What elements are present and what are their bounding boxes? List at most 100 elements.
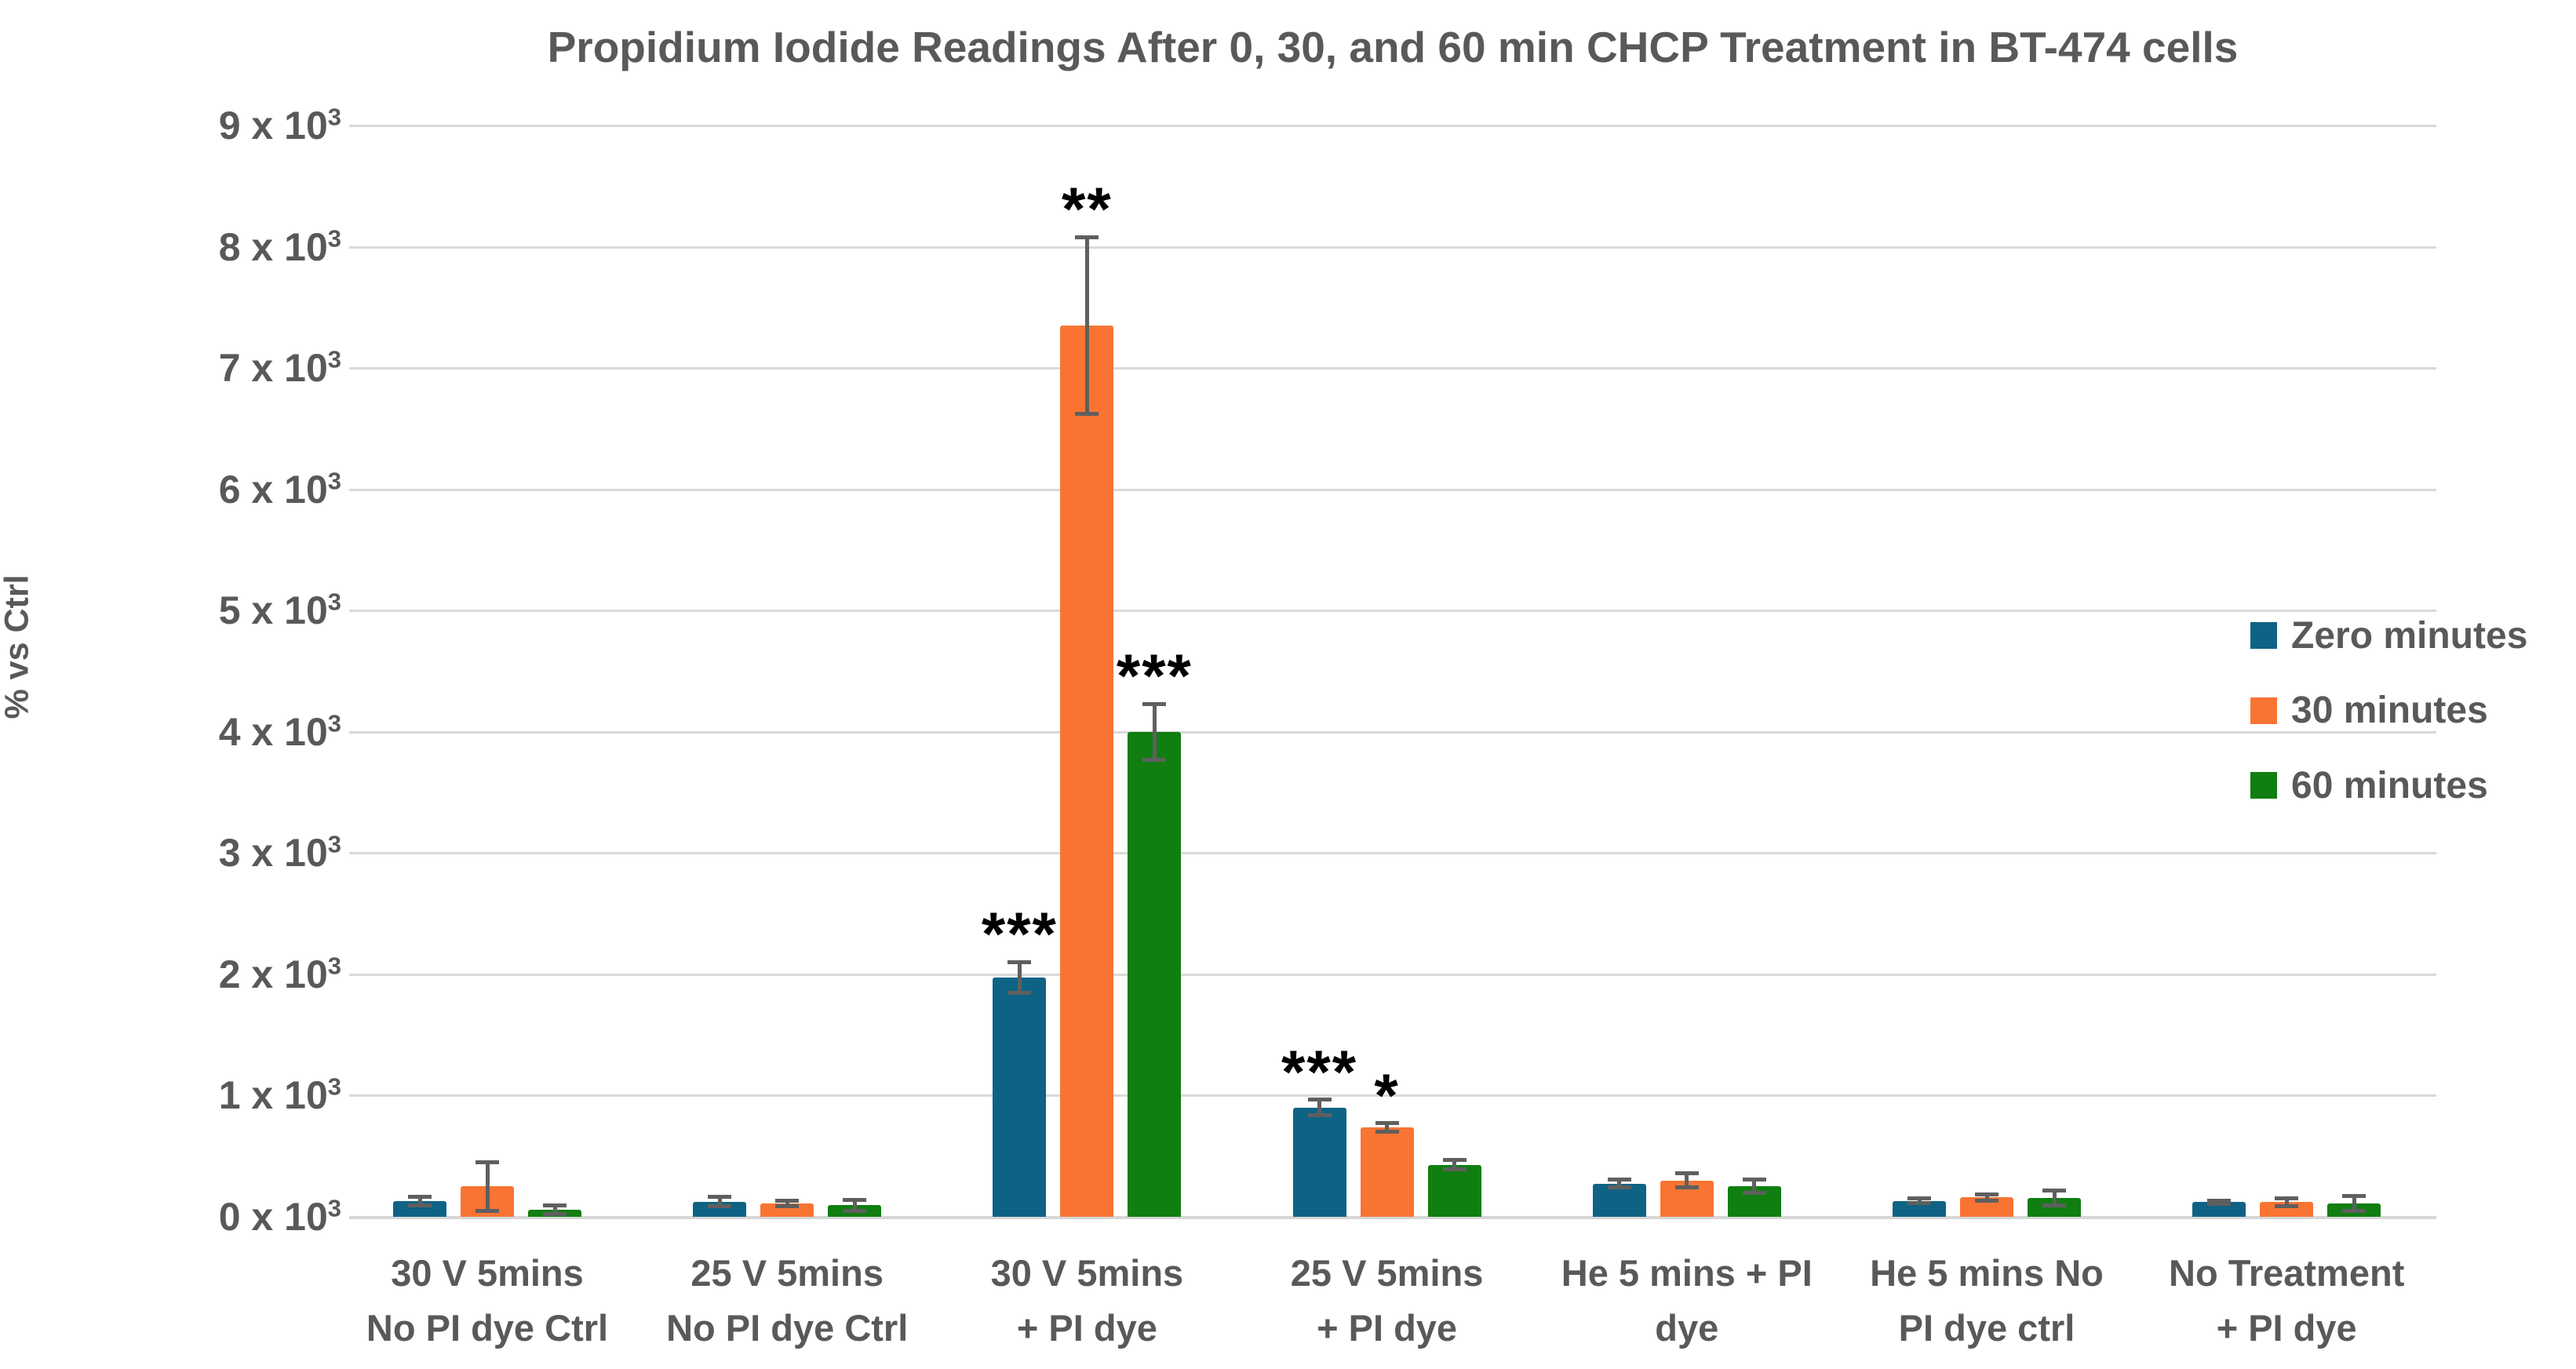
x-category-label-line: 30 V 5mins bbox=[990, 1252, 1184, 1294]
x-category-label: No Treatment + PI dye bbox=[2169, 1246, 2404, 1356]
error-bar-cap bbox=[708, 1204, 732, 1209]
error-bar bbox=[852, 1200, 857, 1211]
error-bar-cap bbox=[1075, 235, 1099, 239]
legend-item-60-minutes: 60 minutes bbox=[2250, 764, 2488, 806]
y-axis-title: % vs Ctrl bbox=[0, 574, 36, 719]
error-bar-cap bbox=[1674, 1185, 1699, 1190]
error-bar-cap bbox=[1307, 1098, 1332, 1102]
error-bar-cap bbox=[1007, 959, 1032, 964]
bar-30-minutes-g2 bbox=[760, 1203, 814, 1217]
error-bar bbox=[1617, 1179, 1622, 1188]
error-bar bbox=[2352, 1196, 2356, 1211]
significance-stars: ** bbox=[1062, 174, 1113, 244]
bar-zero-minutes-g3 bbox=[993, 977, 1047, 1217]
error-bar-cap bbox=[2207, 1202, 2232, 1207]
legend-item-30-minutes: 30 minutes bbox=[2250, 690, 2488, 731]
significance-stars: * bbox=[1374, 1060, 1400, 1130]
y-tick-exponent: 3 bbox=[327, 224, 341, 252]
bar-30-minutes-g4 bbox=[1360, 1127, 1414, 1217]
error-bar-cap bbox=[1442, 1157, 1467, 1162]
plot-area: *** ** *** *** * bbox=[349, 125, 2436, 1219]
bar-60-minutes-g3 bbox=[1128, 731, 1182, 1217]
error-bar bbox=[485, 1162, 490, 1211]
error-bar-cap bbox=[1907, 1201, 1931, 1206]
error-bar-cap bbox=[1607, 1185, 1631, 1189]
error-bar bbox=[1084, 237, 1089, 414]
x-axis-line bbox=[349, 1216, 2436, 1219]
y-tick-label: 5 x 103 bbox=[218, 588, 341, 633]
error-bar-cap bbox=[775, 1204, 800, 1209]
error-bar bbox=[717, 1196, 722, 1207]
significance-stars: *** bbox=[1281, 1036, 1358, 1106]
error-bar-cap bbox=[2042, 1189, 2066, 1193]
x-category-label-line: 25 V 5mins bbox=[1290, 1252, 1484, 1294]
x-category-label-line: He 5 mins No bbox=[1870, 1252, 2104, 1294]
gridline bbox=[349, 730, 2436, 734]
error-bar-cap bbox=[843, 1208, 867, 1213]
x-category-label: 25 V 5mins + PI dye bbox=[1291, 1246, 1484, 1356]
error-bar-cap bbox=[1075, 412, 1099, 417]
error-bar bbox=[552, 1205, 557, 1214]
significance-stars: *** bbox=[1116, 641, 1193, 711]
x-category-label: 30 V 5mins No PI dye Ctrl bbox=[366, 1246, 608, 1356]
significance-stars: *** bbox=[981, 899, 1058, 969]
chart-title: Propidium Iodide Readings After 0, 30, a… bbox=[547, 23, 2239, 71]
bar-zero-minutes-g1 bbox=[393, 1200, 446, 1217]
legend-label: 60 minutes bbox=[2291, 764, 2488, 806]
error-bar-cap bbox=[543, 1211, 567, 1216]
bar-30-minutes-g7 bbox=[2260, 1202, 2314, 1217]
y-tick-label: 2 x 103 bbox=[218, 952, 341, 996]
x-category-label-line: PI dye ctrl bbox=[1898, 1307, 2075, 1349]
gridline bbox=[349, 125, 2436, 127]
error-bar-cap bbox=[2275, 1196, 2299, 1201]
gridline bbox=[349, 973, 2436, 976]
bar-zero-minutes-g7 bbox=[2192, 1202, 2246, 1217]
error-bar-cap bbox=[1375, 1121, 1399, 1126]
legend-label: Zero minutes bbox=[2291, 614, 2528, 657]
y-tick-exponent: 3 bbox=[327, 103, 341, 131]
error-bar-cap bbox=[1975, 1192, 1998, 1196]
x-category-label-line: + PI dye bbox=[1016, 1307, 1157, 1349]
error-bar-cap bbox=[475, 1160, 499, 1164]
y-tick-label: 1 x 103 bbox=[218, 1072, 341, 1118]
y-tick-label: 0 x 103 bbox=[218, 1194, 341, 1239]
gridline bbox=[349, 1094, 2436, 1098]
x-category-label-line: He 5 mins + PI bbox=[1561, 1252, 1813, 1294]
error-bar bbox=[1917, 1198, 1922, 1203]
error-bar-cap bbox=[2342, 1194, 2366, 1199]
x-category-label-line: No PI dye Ctrl bbox=[666, 1307, 909, 1349]
legend-swatch bbox=[2250, 697, 2277, 724]
error-bar bbox=[1385, 1123, 1390, 1132]
error-bar bbox=[1752, 1179, 1757, 1193]
error-bar-cap bbox=[1975, 1198, 1998, 1203]
error-bar-cap bbox=[2342, 1208, 2366, 1213]
x-category-label-line: 25 V 5mins bbox=[690, 1252, 884, 1294]
y-tick-exponent: 3 bbox=[327, 1194, 341, 1222]
error-bar-cap bbox=[543, 1203, 567, 1207]
error-bar bbox=[785, 1200, 789, 1207]
error-bar-cap bbox=[2275, 1203, 2299, 1208]
y-tick-label: 6 x 103 bbox=[218, 467, 341, 512]
y-tick-exponent: 3 bbox=[327, 588, 341, 616]
x-category-label-line: 30 V 5mins bbox=[391, 1252, 584, 1294]
y-tick-exponent: 3 bbox=[327, 830, 341, 858]
error-bar-cap bbox=[1442, 1167, 1467, 1172]
error-bar bbox=[1152, 704, 1157, 760]
y-tick-exponent: 3 bbox=[327, 345, 341, 373]
x-category-label-line: dye bbox=[1655, 1307, 1719, 1349]
error-bar bbox=[2052, 1190, 2057, 1206]
error-bar-cap bbox=[1674, 1171, 1699, 1175]
x-category-label: He 5 mins + PI dye bbox=[1561, 1246, 1813, 1356]
error-bar-cap bbox=[1007, 990, 1032, 995]
x-category-label-line: No PI dye Ctrl bbox=[366, 1307, 609, 1349]
y-tick-label: 3 x 103 bbox=[218, 830, 341, 876]
error-bar-cap bbox=[1307, 1113, 1332, 1118]
error-bar bbox=[2284, 1198, 2289, 1207]
y-tick-exponent: 3 bbox=[327, 467, 341, 494]
error-bar bbox=[417, 1196, 422, 1206]
bar-zero-minutes-g2 bbox=[693, 1201, 747, 1217]
gridline bbox=[349, 488, 2436, 491]
error-bar-cap bbox=[408, 1194, 432, 1199]
gridline bbox=[349, 367, 2436, 370]
